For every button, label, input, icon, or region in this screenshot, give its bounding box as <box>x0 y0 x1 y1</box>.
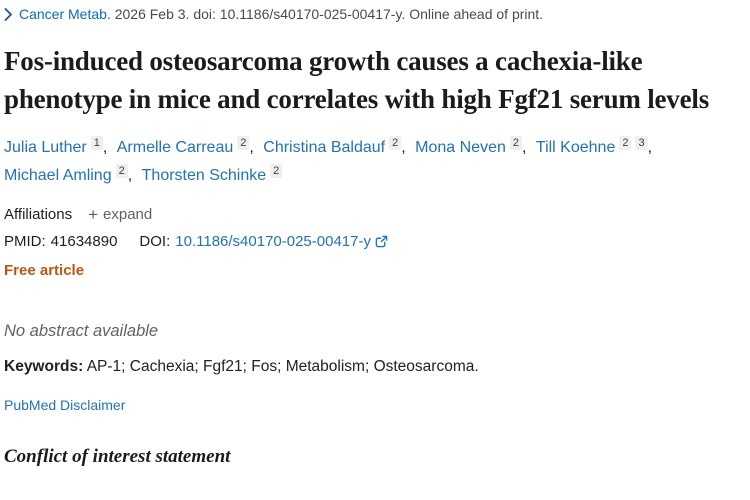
author-link[interactable]: Till Koehne <box>535 139 616 156</box>
author-item: Michael Amling 2, <box>4 162 132 190</box>
author-separator: , <box>401 139 406 156</box>
affiliations-label: Affiliations <box>4 206 73 223</box>
author-separator: , <box>647 139 653 156</box>
doi-label: DOI: <box>139 233 171 250</box>
author-link[interactable]: Christina Baldauf <box>263 139 386 156</box>
conflict-of-interest-heading: Conflict of interest statement <box>4 446 231 467</box>
affiliation-superscript[interactable]: 2 <box>389 136 402 150</box>
journal-citation-text: Cancer Metab. 2026 Feb 3. doi: 10.1186/s… <box>19 6 543 23</box>
pmid-value: 41634890 <box>50 233 118 250</box>
author-link[interactable]: Michael Amling <box>4 167 112 184</box>
pmid-label: PMID: <box>4 233 46 250</box>
affiliation-superscript[interactable]: 2 <box>115 164 128 178</box>
author-item: Till Koehne 2 3, <box>536 134 652 162</box>
free-article-badge: Free article <box>4 262 85 279</box>
author-separator: , <box>249 139 254 156</box>
plus-icon: + <box>88 205 99 224</box>
author-item: Mona Neven 2, <box>415 134 526 162</box>
affiliation-superscript[interactable]: 2 <box>237 136 250 150</box>
expand-label: expand <box>103 206 153 223</box>
affiliation-superscript[interactable]: 2 <box>270 164 283 178</box>
affiliation-superscript[interactable]: 2 <box>509 136 522 150</box>
identifiers-row: PMID: 41634890 DOI: 10.1186/s40170-025-0… <box>4 233 742 250</box>
author-item: Thorsten Schinke 2 <box>142 162 283 190</box>
doi-group: DOI: 10.1186/s40170-025-00417-y <box>139 233 388 250</box>
doi-link[interactable]: 10.1186/s40170-025-00417-y <box>175 233 388 250</box>
author-separator: , <box>102 139 108 156</box>
affiliation-superscript[interactable]: 2 <box>619 136 632 150</box>
citation-details: . 2026 Feb 3. doi: 10.1186/s40170-025-00… <box>106 6 544 22</box>
author-item: Armelle Carreau 2, <box>117 134 254 162</box>
author-link[interactable]: Armelle Carreau <box>116 139 234 156</box>
affiliations-row: Affiliations + expand <box>4 206 742 223</box>
author-link[interactable]: Thorsten Schinke <box>141 167 267 184</box>
doi-value: 10.1186/s40170-025-00417-y <box>175 233 371 250</box>
pubmed-disclaimer-link[interactable]: PubMed Disclaimer <box>4 397 126 413</box>
authors-list: Julia Luther 1, Armelle Carreau 2, Christi… <box>4 134 742 190</box>
page-title: Fos-induced osteosarcoma growth causes a… <box>4 46 710 114</box>
author-link[interactable]: Julia Luther <box>4 139 87 156</box>
author-link[interactable]: Mona Neven <box>415 139 506 156</box>
keywords-line: Keywords: AP-1; Cachexia; Fgf21; Fos; Me… <box>4 358 742 376</box>
affiliation-superscript[interactable]: 3 <box>635 136 648 150</box>
journal-citation-line: Cancer Metab. 2026 Feb 3. doi: 10.1186/s… <box>4 6 742 23</box>
journal-link[interactable]: Cancer Metab <box>19 6 107 22</box>
author-separator: , <box>127 167 133 184</box>
author-item: Julia Luther 1, <box>4 134 107 162</box>
article-page: Cancer Metab. 2026 Feb 3. doi: 10.1186/s… <box>4 6 742 467</box>
keywords-text: AP-1; Cachexia; Fgf21; Fos; Metabolism; … <box>83 358 479 375</box>
external-link-icon <box>375 235 388 248</box>
affiliation-superscript[interactable]: 1 <box>90 136 103 150</box>
keywords-label: Keywords: <box>4 358 84 375</box>
author-separator: , <box>521 139 527 156</box>
expand-affiliations-button[interactable]: + expand <box>88 206 152 223</box>
chevron-right-icon <box>4 8 13 21</box>
author-item: Christina Baldauf 2, <box>263 134 406 162</box>
disclaimer-row: PubMed Disclaimer <box>4 397 742 413</box>
no-abstract-text: No abstract available <box>4 322 159 340</box>
